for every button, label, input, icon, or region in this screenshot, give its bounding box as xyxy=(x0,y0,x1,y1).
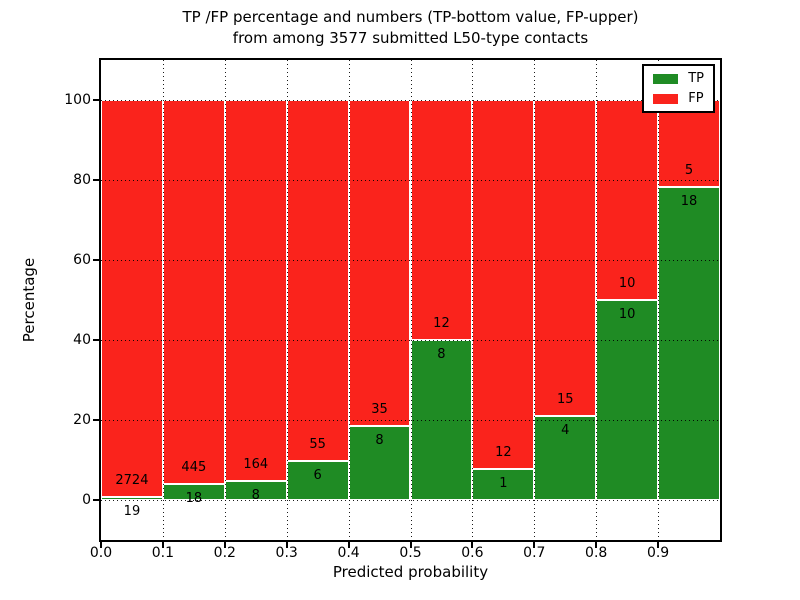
x-tick-label: 0.1 xyxy=(151,545,175,561)
x-tick-label: 0.2 xyxy=(213,545,236,561)
x-tick-mark xyxy=(347,540,350,548)
y-tick-mark xyxy=(93,339,101,341)
tp-count-label: 10 xyxy=(618,307,636,322)
x-tick-mark xyxy=(409,540,412,548)
plot-area: 2724 19 445 18 164 8 55 6 35 8 12 8 12 1 15 4 10 10 5 18 TP… xyxy=(93,58,722,548)
fp-count-label: 12 xyxy=(495,445,512,461)
x-tick-mark xyxy=(161,540,164,548)
gridline-vertical xyxy=(658,60,660,540)
bar-tp-segment xyxy=(472,469,535,500)
bar-fp-segment xyxy=(162,100,225,485)
y-tick-label: 0 xyxy=(82,492,91,508)
bar-fp-segment xyxy=(224,100,287,482)
bar-tp-segment xyxy=(286,460,349,500)
bar-tp-segment xyxy=(658,186,720,500)
x-tick-label: 0.0 xyxy=(89,545,113,561)
bar-tp-segment xyxy=(534,415,597,500)
chart-title-line2: from among 3577 submitted L50-type conta… xyxy=(232,29,589,47)
legend-item-fp: FP xyxy=(653,92,704,105)
y-tick-label: 40 xyxy=(73,332,91,348)
bar-fp-segment xyxy=(596,100,659,300)
x-tick-label: 0.5 xyxy=(399,545,422,561)
chart-title: TP /FP percentage and numbers (TP-bottom… xyxy=(101,7,720,49)
gridline-vertical xyxy=(596,60,598,540)
y-tick-mark xyxy=(93,99,101,101)
fp-count-label: 15 xyxy=(556,391,574,407)
tp-count-label: 8 xyxy=(251,488,260,504)
y-tick-label: 20 xyxy=(73,412,91,428)
x-tick-mark xyxy=(285,540,288,548)
legend: TP FP xyxy=(642,64,715,113)
legend-label-tp: TP xyxy=(688,71,704,86)
fp-count-label: 445 xyxy=(181,460,207,476)
fp-count-label: 12 xyxy=(433,316,450,331)
x-axis-label: Predicted probability xyxy=(332,563,489,581)
x-tick-mark xyxy=(533,540,536,548)
tp-color-swatch xyxy=(653,73,679,84)
tp-count-label: 8 xyxy=(437,347,446,362)
fp-count-label: 2724 xyxy=(115,473,149,489)
y-tick-mark xyxy=(93,179,101,181)
legend-label-fp: FP xyxy=(688,91,704,106)
y-tick-label: 60 xyxy=(73,252,91,268)
bar-fp-segment xyxy=(286,100,349,461)
y-tick-mark xyxy=(93,419,101,421)
x-tick-mark xyxy=(100,540,102,548)
bar-fp-segment xyxy=(101,100,163,498)
fp-count-label: 10 xyxy=(618,276,636,291)
gridline-vertical xyxy=(348,60,350,540)
x-tick-label: 0.9 xyxy=(646,545,670,561)
x-tick-mark xyxy=(595,540,598,548)
y-axis-label: Percentage xyxy=(20,257,38,343)
tp-count-label: 4 xyxy=(561,422,570,438)
fp-color-swatch xyxy=(653,93,679,104)
fp-count-label: 35 xyxy=(371,401,388,417)
y-tick-mark xyxy=(93,499,101,501)
y-tick-label: 100 xyxy=(64,92,91,108)
bar-tp-segment xyxy=(596,300,659,500)
fp-count-label: 164 xyxy=(243,457,269,473)
y-tick-label: 80 xyxy=(73,172,91,188)
bar-fp-segment xyxy=(410,100,473,340)
gridline-vertical xyxy=(224,60,226,540)
bar-fp-segment xyxy=(534,100,597,416)
gridline-vertical xyxy=(162,60,164,540)
x-tick-mark xyxy=(223,540,226,548)
x-tick-label: 0.7 xyxy=(523,545,546,561)
tp-count-label: 18 xyxy=(185,491,203,507)
legend-item-tp: TP xyxy=(653,72,704,85)
x-tick-label: 0.4 xyxy=(337,545,360,561)
tp-count-label: 1 xyxy=(499,476,508,492)
gridline-vertical xyxy=(410,60,412,540)
x-tick-mark xyxy=(657,540,660,548)
tp-count-label: 8 xyxy=(375,432,384,448)
bar-tp-segment xyxy=(101,497,163,500)
gridline-vertical xyxy=(286,60,288,540)
tp-count-label: 6 xyxy=(313,467,322,483)
chart-title-line1: TP /FP percentage and numbers (TP-bottom… xyxy=(182,8,639,26)
x-tick-mark xyxy=(471,540,474,548)
fp-count-label: 55 xyxy=(309,436,326,452)
gridline-vertical xyxy=(472,60,474,540)
bar-fp-segment xyxy=(348,100,411,426)
x-tick-label: 0.6 xyxy=(461,545,484,561)
bar-fp-segment xyxy=(472,100,535,470)
x-tick-label: 0.3 xyxy=(275,545,298,561)
y-tick-mark xyxy=(93,259,101,261)
x-tick-label: 0.8 xyxy=(585,545,608,561)
gridline-vertical xyxy=(534,60,536,540)
tp-count-label: 19 xyxy=(123,504,141,520)
fp-count-label: 5 xyxy=(684,162,694,178)
tp-count-label: 18 xyxy=(680,193,698,209)
